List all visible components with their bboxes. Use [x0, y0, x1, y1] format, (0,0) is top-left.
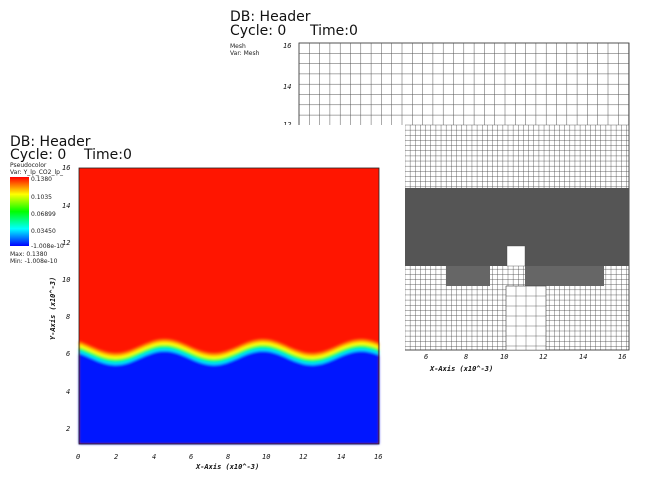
color-legend-bar	[10, 177, 29, 246]
x-tick-label: 6	[189, 453, 194, 461]
legend-min-label: Min: -1.008e-10	[10, 258, 58, 265]
pseudocolor-plot-window[interactable]: DB: Header Cycle: 0 Time:0 Pseudocolor V…	[0, 125, 405, 480]
y-tick-label: 4	[66, 388, 71, 396]
low-concentration-region	[79, 351, 379, 444]
legend-max-label: Max: 0.1380	[10, 251, 48, 258]
cycle-label: Cycle: 0	[230, 23, 287, 39]
legend-plot-type: Pseudocolor	[10, 162, 47, 169]
legend-level-label: 0.1380	[31, 176, 52, 183]
y-tick-label: 14	[62, 202, 71, 210]
x-axis-label: X-Axis (x10^-3)	[430, 365, 494, 373]
x-tick-label: 14	[579, 353, 588, 361]
mesh-coarse-notch	[506, 245, 526, 267]
legend-level-label: 0.03450	[31, 228, 56, 235]
legend-level-label: -1.008e-10	[31, 243, 64, 250]
time-label: Time:0	[84, 147, 132, 163]
mesh-dense-region	[525, 266, 569, 286]
x-tick-label: 8	[464, 353, 469, 361]
x-tick-label: 10	[262, 453, 271, 461]
time-label: Time:0	[310, 23, 358, 39]
plot-frame	[78, 167, 380, 445]
x-tick-label: 8	[226, 453, 231, 461]
y-tick-label: 10	[62, 276, 71, 284]
x-tick-label: 10	[500, 353, 509, 361]
legend-var-label: Var: Y_lp_CO2_lp_	[10, 169, 63, 176]
x-tick-label: 12	[299, 453, 308, 461]
db-header-label: DB: Header	[10, 134, 91, 150]
pseudocolor-plot	[78, 167, 380, 445]
db-header-label: DB: Header	[230, 9, 311, 25]
legend-mesh-label: Mesh	[230, 43, 246, 50]
mesh-coarse-grid	[298, 42, 629, 125]
interface-gradient	[79, 339, 379, 444]
x-tick-label: 14	[337, 453, 346, 461]
x-tick-label: 6	[424, 353, 429, 361]
mesh-block-grid	[505, 285, 547, 350]
y-tick-label: 8	[66, 313, 71, 321]
legend-level-label: 0.1035	[31, 194, 52, 201]
y-tick-label: 2	[66, 425, 71, 433]
y-axis-label: Y-Axis (x10^-3)	[49, 276, 57, 340]
legend-var-label: Var: Mesh	[230, 50, 260, 57]
cycle-label: Cycle: 0	[10, 147, 67, 163]
x-tick-label: 12	[539, 353, 548, 361]
x-tick-label: 16	[618, 353, 627, 361]
mesh-dense-region	[446, 266, 490, 286]
x-axis-label: X-Axis (x10^-3)	[196, 463, 260, 471]
x-tick-label: 4	[152, 453, 157, 461]
mesh-plot-window[interactable]: DB: Header Cycle: 0 Time:0 Mesh Var: Mes…	[228, 0, 645, 382]
x-tick-label: 16	[374, 453, 383, 461]
mesh-dense-region	[566, 266, 604, 286]
y-tick-label: 6	[66, 350, 71, 358]
y-tick-label: 12	[62, 239, 71, 247]
y-tick-label: 16	[62, 164, 71, 172]
mesh-plot	[298, 42, 630, 351]
legend-level-label: 0.06899	[31, 211, 56, 218]
x-tick-label: 2	[114, 453, 119, 461]
y-tick-label: 16	[283, 42, 292, 50]
x-tick-label: 0	[76, 453, 81, 461]
y-tick-label: 14	[283, 83, 292, 91]
